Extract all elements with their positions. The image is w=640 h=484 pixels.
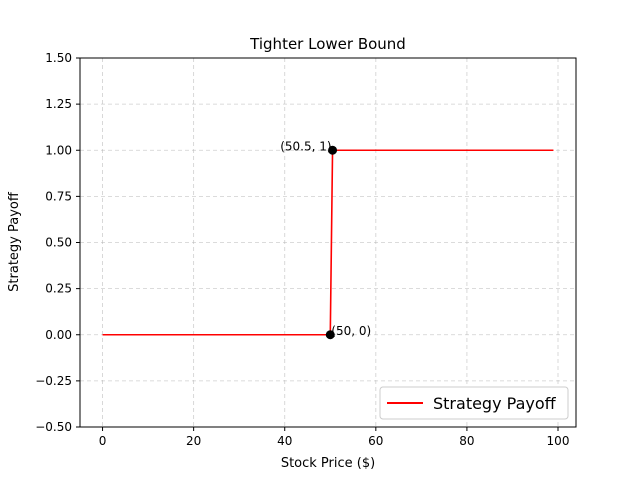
data-point-marker (325, 330, 335, 340)
x-axis: 0 20 40 60 80 100 (99, 427, 570, 448)
x-tick-label: 0 (99, 434, 107, 448)
y-tick-label: 0.75 (45, 189, 72, 203)
y-tick-label: −0.50 (35, 420, 72, 434)
x-axis-label: Stock Price ($) (281, 456, 375, 471)
legend: Strategy Payoff (379, 386, 569, 420)
y-axis-label: Strategy Payoff (7, 191, 22, 292)
y-tick-label: 1.25 (45, 97, 72, 111)
y-tick-label: 0.50 (45, 236, 72, 250)
legend-label-strategy-payoff: Strategy Payoff (433, 394, 557, 413)
x-tick-label: 80 (459, 434, 474, 448)
x-tick-label: 60 (368, 434, 383, 448)
series-line-strategy-payoff (102, 149, 554, 336)
series-layer (102, 149, 554, 336)
y-tick-label: 0.00 (45, 328, 72, 342)
data-point-marker (328, 145, 338, 155)
x-tick-label: 40 (277, 434, 292, 448)
y-axis: −0.50 −0.25 0.00 0.25 0.50 0.75 1.00 1.25 1.50 (35, 51, 80, 434)
x-tick-label: 100 (547, 434, 570, 448)
legend-box (379, 386, 569, 420)
y-tick-label: 0.25 (45, 282, 72, 296)
points-layer (325, 145, 338, 340)
y-tick-label: −0.25 (35, 374, 72, 388)
x-tick-label: 20 (186, 434, 201, 448)
annotation-layer: (50, 0) (50.5, 1) (280, 139, 371, 338)
point-annotation: (50, 0) (331, 324, 371, 338)
y-tick-label: 1.50 (45, 51, 72, 65)
point-annotation: (50.5, 1) (280, 139, 331, 153)
y-tick-label: 1.00 (45, 143, 72, 157)
chart-title: Tighter Lower Bound (249, 35, 406, 53)
